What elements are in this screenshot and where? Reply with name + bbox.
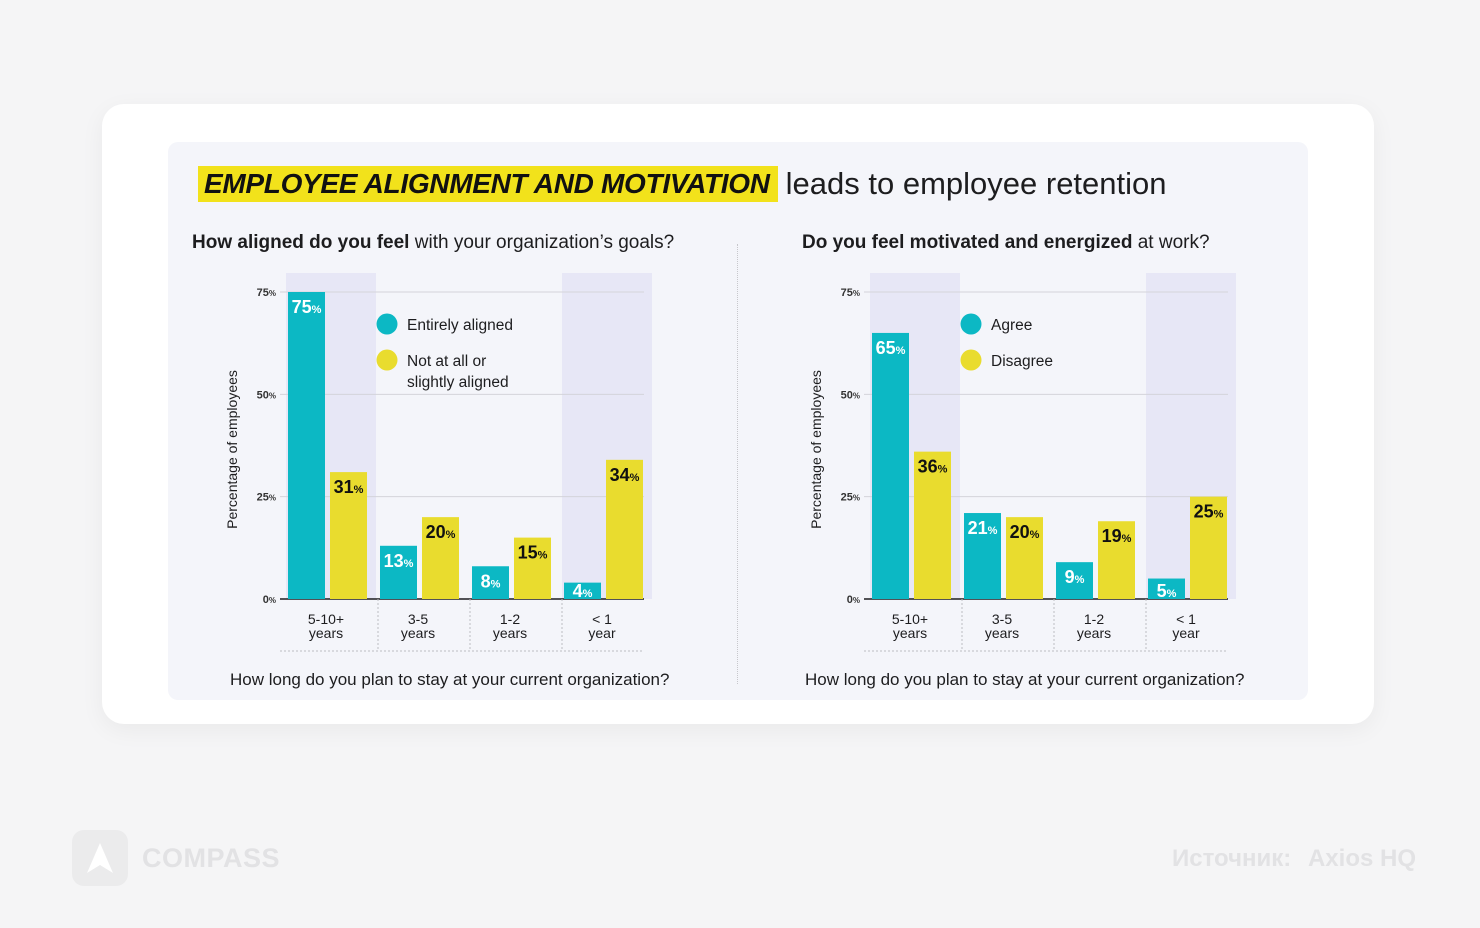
right-y-tick-label: 25% [841, 492, 860, 504]
left-x-tick-label: 3-5 [408, 611, 428, 627]
right-x-tick-label: 5-10+ [892, 611, 928, 627]
left-question-bold: How aligned do you feel [192, 232, 410, 253]
right-y-axis-label: Percentage of employees [808, 370, 824, 529]
right-x-tick-label: 3-5 [992, 611, 1012, 627]
left-x-tick-label: year [588, 625, 616, 641]
source-value: Axios HQ [1307, 845, 1416, 872]
right-legend-label: Disagree [991, 353, 1053, 370]
left-x-axis-question: How long do you plan to stay at your cur… [230, 670, 670, 689]
left-bar [564, 582, 601, 599]
left-bar [380, 545, 417, 599]
left-bar-chart: 0%25%50%75%Percentage of employees75%31%… [224, 273, 652, 652]
right-bar [964, 513, 1001, 599]
right-chart-question: Do you feel motivated and energized at w… [802, 232, 1210, 254]
headline: EMPLOYEE ALIGNMENT AND MOTIVATION leads … [198, 164, 1167, 204]
left-bar [288, 292, 325, 599]
headline-highlight: EMPLOYEE ALIGNMENT AND MOTIVATION [198, 166, 778, 202]
left-x-tick-label: 5-10+ [308, 611, 344, 627]
right-legend-swatch [960, 313, 982, 335]
right-legend-swatch [960, 349, 982, 371]
right-bar [1190, 496, 1227, 599]
right-bar-chart: 0%25%50%75%Percentage of employees65%36%… [808, 273, 1236, 652]
source-credit: Источник: Axios HQ [1172, 845, 1416, 873]
right-x-tick-label: years [893, 625, 927, 641]
chart-divider [737, 244, 738, 684]
left-chart-question: How aligned do you feel with your organi… [192, 232, 674, 254]
brand-name: COMPASS [142, 842, 281, 873]
left-bar [472, 566, 509, 599]
left-question-rest: with your organization’s goals? [414, 232, 675, 253]
left-y-tick-label: 25% [257, 492, 276, 504]
left-bar [422, 517, 459, 599]
left-legend-label: slightly aligned [407, 374, 509, 391]
right-x-tick-label: years [1077, 625, 1111, 641]
right-y-tick-label: 75% [841, 287, 860, 299]
left-x-tick-label: years [493, 625, 527, 641]
right-bar [1148, 578, 1185, 599]
left-y-tick-label: 75% [257, 287, 276, 299]
left-x-tick-label: years [401, 625, 435, 641]
right-bar [872, 332, 909, 599]
left-y-axis-label: Percentage of employees [224, 370, 240, 529]
left-x-tick-label: years [309, 625, 343, 641]
right-bar [1098, 521, 1135, 599]
left-y-tick-label: 50% [257, 389, 276, 401]
right-legend-label: Agree [991, 317, 1032, 334]
left-legend-label: Entirely aligned [407, 317, 513, 334]
right-x-tick-label: < 1 [1176, 611, 1196, 627]
left-y-tick-label: 0% [263, 594, 276, 606]
left-legend-label: Not at all or [407, 353, 486, 370]
source-label: Источник: [1172, 845, 1292, 872]
left-bar [514, 537, 551, 599]
left-legend-swatch [376, 349, 398, 371]
right-bar [1056, 562, 1093, 599]
left-legend-swatch [376, 313, 398, 335]
right-x-tick-label: year [1172, 625, 1200, 641]
compass-logo-icon [72, 830, 128, 886]
left-x-tick-label: 1-2 [500, 611, 520, 627]
right-question-rest: at work? [1137, 232, 1210, 253]
right-bar [914, 451, 951, 599]
right-question-bold: Do you feel motivated and energized [802, 232, 1133, 253]
headline-rest: leads to employee retention [785, 166, 1167, 201]
right-x-tick-label: 1-2 [1084, 611, 1104, 627]
left-bar [330, 472, 367, 599]
right-bar [1006, 517, 1043, 599]
left-x-tick-label: < 1 [592, 611, 612, 627]
right-x-axis-question: How long do you plan to stay at your cur… [805, 670, 1245, 689]
left-bar [606, 459, 643, 599]
right-y-tick-label: 50% [841, 389, 860, 401]
compass-logo: COMPASS [72, 830, 280, 886]
right-x-tick-label: years [985, 625, 1019, 641]
right-y-tick-label: 0% [847, 594, 860, 606]
